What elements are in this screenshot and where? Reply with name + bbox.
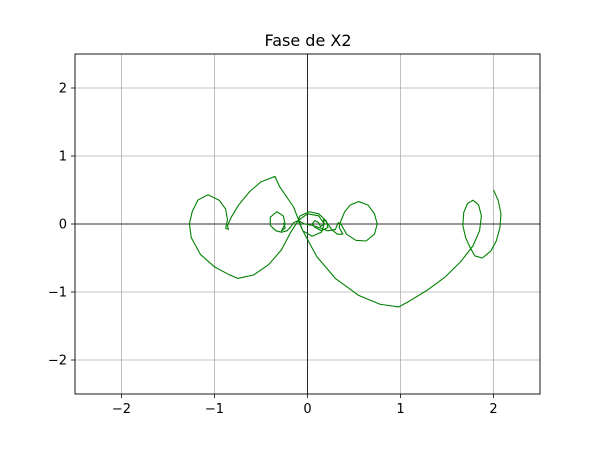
y-tick-label: 2: [59, 82, 67, 97]
x-tick-label: 1: [396, 402, 404, 417]
y-tick-label: −1: [48, 286, 67, 301]
x-tick-label: −1: [205, 402, 224, 417]
x-tick-label: 2: [489, 402, 497, 417]
plot-area: −2 −1 0 1 2 −2 −1 0 1 2: [48, 53, 541, 417]
chart-title: Fase de X2: [264, 31, 351, 50]
x-tick-label: 0: [303, 402, 311, 417]
y-tick-label: −2: [48, 354, 67, 369]
series-line-0: [188, 175, 502, 308]
y-tick-label: 0: [59, 218, 67, 233]
y-tick-label: 1: [59, 150, 67, 165]
x-tick-label: −2: [112, 402, 131, 417]
